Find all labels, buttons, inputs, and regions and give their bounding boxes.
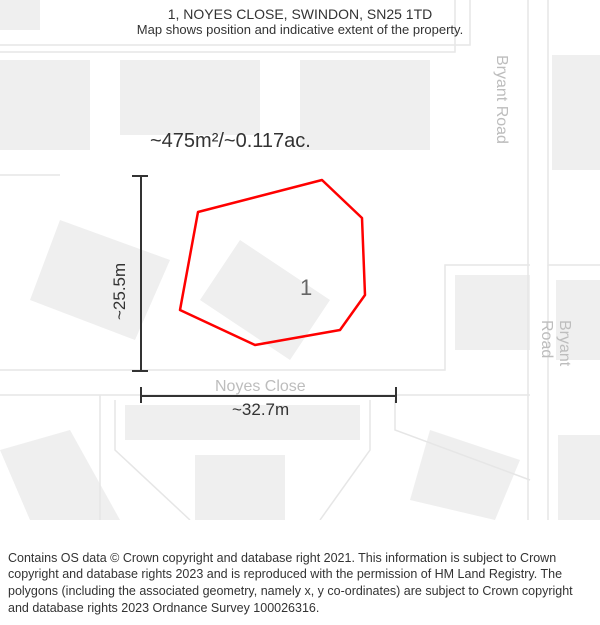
house-number: 1: [300, 275, 312, 301]
road-label: Bryant Road: [492, 55, 510, 144]
building-shape: [300, 60, 430, 150]
copyright-text: Contains OS data © Crown copyright and d…: [0, 546, 600, 625]
building-shape: [195, 455, 285, 520]
building-shape: [0, 60, 90, 150]
header: 1, NOYES CLOSE, SWINDON, SN25 1TD Map sh…: [0, 0, 600, 39]
area-label: ~475m²/~0.117ac.: [150, 130, 311, 153]
building-shape: [455, 275, 530, 350]
height-dimension-label: ~25.5m: [110, 263, 130, 320]
road-label: Bryant Road: [537, 320, 573, 366]
dimension-bar: [132, 370, 148, 372]
subtitle: Map shows position and indicative extent…: [10, 22, 590, 37]
map-svg: [0, 0, 600, 520]
dimension-bar: [140, 387, 142, 403]
map-area: ~475m²/~0.117ac. 1 ~32.7m ~25.5m Bryant …: [0, 0, 600, 520]
address-title: 1, NOYES CLOSE, SWINDON, SN25 1TD: [10, 6, 590, 22]
dimension-bar: [140, 395, 395, 397]
dimension-bar: [132, 175, 148, 177]
dimension-bar: [395, 387, 397, 403]
road-label: Noyes Close: [215, 378, 306, 396]
width-dimension-label: ~32.7m: [232, 400, 289, 420]
building-shape: [558, 435, 600, 520]
building-shape: [120, 60, 260, 135]
building-shape: [552, 55, 600, 170]
dimension-bar: [140, 175, 142, 370]
